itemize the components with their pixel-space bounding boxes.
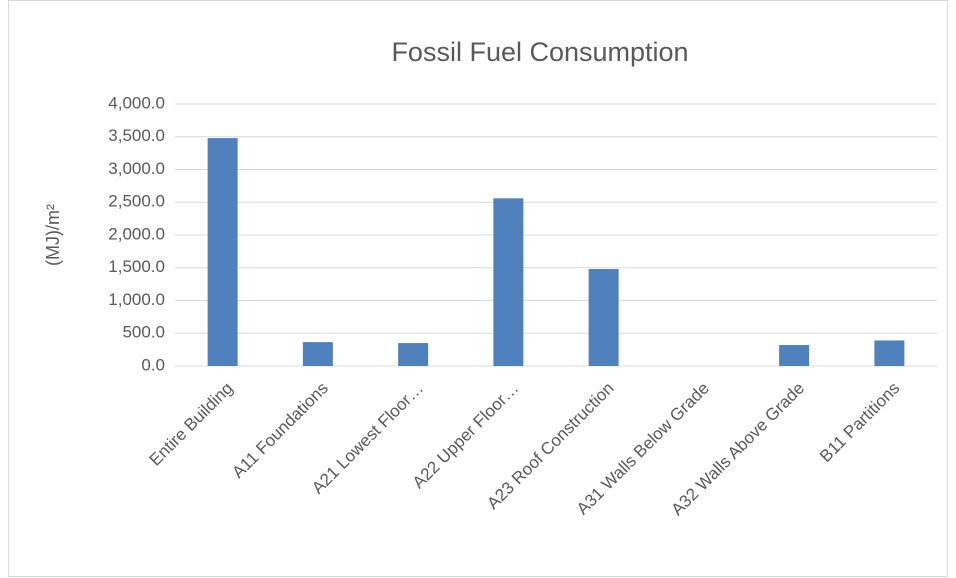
y-axis-label: (MJ)/m² (43, 204, 63, 266)
bar (207, 138, 238, 366)
bar (302, 342, 333, 366)
bar (874, 340, 905, 366)
bar (493, 198, 524, 366)
y-tick-label: 3,000.0 (108, 159, 165, 178)
y-tick-label: 2,000.0 (108, 224, 165, 243)
y-tick-label: 4,000.0 (108, 93, 165, 112)
y-tick-label: 3,500.0 (108, 126, 165, 145)
y-tick-label: 2,500.0 (108, 192, 165, 211)
y-tick-label: 500.0 (122, 323, 165, 342)
y-tick-label: 1,000.0 (108, 290, 165, 309)
bar (398, 343, 429, 366)
bar (588, 269, 619, 366)
y-tick-label: 0.0 (141, 355, 165, 374)
y-tick-label: 1,500.0 (108, 257, 165, 276)
chart-border (8, 0, 948, 577)
chart-title: Fossil Fuel Consumption (391, 37, 688, 67)
bar (779, 345, 810, 366)
